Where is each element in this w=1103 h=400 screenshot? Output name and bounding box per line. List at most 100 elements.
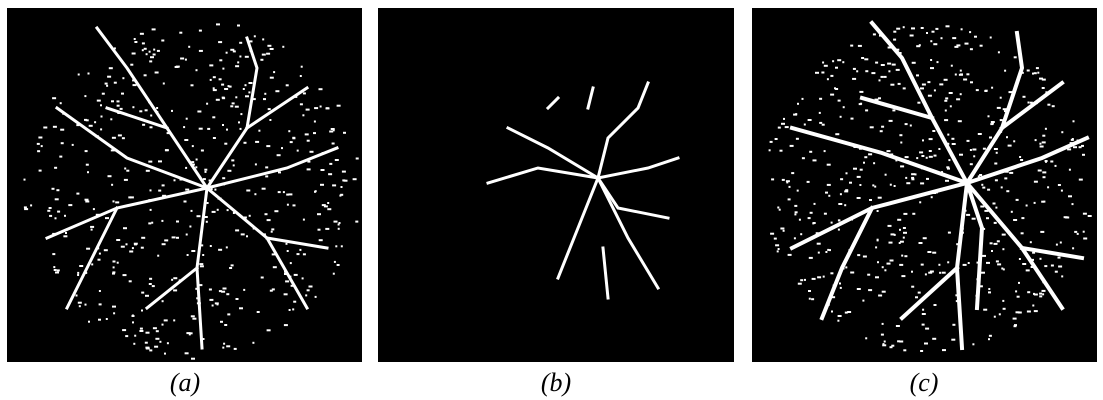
speck (128, 196, 131, 198)
speck (997, 263, 1001, 265)
speck (173, 289, 177, 291)
speck (117, 105, 120, 107)
speck (878, 197, 882, 199)
speck (85, 150, 88, 152)
speck (122, 137, 125, 139)
speck (231, 264, 234, 266)
speck (939, 272, 941, 274)
speck (938, 148, 940, 150)
speck (1014, 324, 1017, 326)
speck (191, 250, 195, 252)
speck (1079, 179, 1083, 181)
speck (241, 233, 245, 235)
speck (47, 210, 50, 212)
speck (965, 43, 969, 45)
speck (149, 349, 152, 351)
speck (952, 143, 956, 145)
speck (185, 189, 189, 191)
speck (286, 194, 289, 196)
speck (818, 252, 820, 254)
speck (162, 196, 166, 198)
speck (903, 26, 905, 28)
speck (920, 87, 924, 89)
speck (994, 243, 998, 245)
speck (224, 88, 228, 90)
speck (199, 50, 203, 52)
speck (809, 298, 811, 300)
speck (1009, 172, 1013, 174)
speck (1040, 231, 1044, 233)
speck (161, 220, 163, 222)
speck (199, 244, 203, 246)
speck (117, 262, 119, 264)
speck (221, 84, 224, 86)
speck (903, 227, 906, 229)
speck (111, 149, 115, 151)
speck (810, 212, 813, 214)
speck (831, 296, 835, 298)
speck (901, 275, 905, 277)
speck (54, 167, 57, 169)
speck (858, 45, 862, 47)
speck (317, 213, 321, 215)
speck (338, 228, 340, 230)
speck (778, 248, 780, 250)
speck (883, 343, 885, 345)
speckle (769, 25, 1092, 352)
speck (246, 235, 248, 237)
speck (1023, 96, 1026, 98)
speck (996, 260, 999, 262)
speck (994, 316, 996, 318)
speck (314, 121, 316, 123)
speck (831, 311, 833, 313)
speck (1040, 146, 1044, 148)
speck (217, 303, 219, 305)
speck (88, 73, 90, 75)
speck (149, 51, 151, 53)
speck (1077, 140, 1081, 142)
speck (150, 126, 153, 128)
speck (262, 188, 266, 190)
speck (255, 141, 259, 143)
speck (335, 245, 337, 247)
speck (970, 81, 973, 83)
speck (916, 157, 918, 159)
speck (1032, 252, 1035, 254)
speck (191, 164, 195, 166)
speck (990, 37, 992, 39)
speck (110, 118, 112, 120)
speck (985, 90, 988, 92)
speck (1013, 140, 1015, 142)
speck (990, 123, 993, 125)
speck (218, 41, 222, 43)
speck (249, 215, 251, 217)
speck (980, 45, 983, 47)
speck (49, 215, 52, 217)
speck (53, 266, 55, 268)
speck (189, 226, 191, 228)
speck (875, 62, 878, 64)
speck (113, 312, 115, 314)
speck (341, 245, 343, 247)
speck (109, 67, 113, 69)
speck (775, 138, 778, 140)
speck (140, 33, 144, 35)
speck (148, 222, 151, 224)
speck (893, 31, 896, 33)
speck (258, 130, 260, 132)
speck (219, 78, 222, 80)
speck (869, 199, 872, 201)
speck (299, 249, 301, 251)
speck (956, 243, 958, 245)
speck (1004, 70, 1006, 72)
speck (952, 324, 955, 326)
speck (905, 177, 907, 179)
speck (1061, 131, 1063, 133)
speck (105, 83, 108, 85)
speck (900, 165, 904, 167)
speck (240, 113, 242, 115)
speck (882, 266, 884, 268)
speck (881, 126, 884, 128)
speck (809, 257, 813, 259)
speck (994, 137, 996, 139)
